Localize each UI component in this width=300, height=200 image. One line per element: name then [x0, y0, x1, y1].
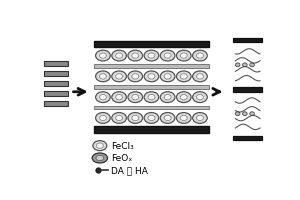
Ellipse shape: [180, 115, 187, 121]
Ellipse shape: [164, 53, 171, 58]
FancyBboxPatch shape: [44, 71, 68, 76]
Ellipse shape: [132, 53, 139, 58]
Ellipse shape: [164, 115, 171, 121]
FancyBboxPatch shape: [233, 87, 262, 92]
Ellipse shape: [176, 71, 191, 82]
Ellipse shape: [96, 113, 110, 123]
Ellipse shape: [112, 50, 126, 61]
FancyBboxPatch shape: [44, 101, 68, 106]
Ellipse shape: [148, 115, 155, 121]
Ellipse shape: [160, 71, 175, 82]
Ellipse shape: [100, 74, 106, 79]
Ellipse shape: [116, 115, 123, 121]
Ellipse shape: [180, 94, 187, 100]
Ellipse shape: [112, 71, 126, 82]
Ellipse shape: [180, 74, 187, 79]
Ellipse shape: [243, 112, 247, 116]
Ellipse shape: [112, 92, 126, 103]
Ellipse shape: [236, 112, 240, 116]
FancyBboxPatch shape: [94, 106, 209, 109]
Ellipse shape: [176, 92, 191, 103]
Ellipse shape: [96, 143, 103, 148]
Ellipse shape: [96, 71, 110, 82]
Ellipse shape: [132, 94, 139, 100]
Text: FeOₓ: FeOₓ: [111, 154, 132, 163]
Text: DA 或 HA: DA 或 HA: [111, 167, 148, 176]
FancyBboxPatch shape: [94, 64, 209, 68]
Ellipse shape: [160, 50, 175, 61]
Ellipse shape: [116, 53, 123, 58]
Ellipse shape: [100, 53, 106, 58]
Ellipse shape: [193, 71, 207, 82]
Ellipse shape: [176, 113, 191, 123]
FancyBboxPatch shape: [94, 41, 209, 47]
Ellipse shape: [164, 94, 171, 100]
Ellipse shape: [144, 113, 159, 123]
Ellipse shape: [196, 94, 203, 100]
Ellipse shape: [148, 53, 155, 58]
Ellipse shape: [160, 92, 175, 103]
Ellipse shape: [132, 74, 139, 79]
Ellipse shape: [243, 63, 247, 67]
Ellipse shape: [196, 74, 203, 79]
Ellipse shape: [193, 92, 207, 103]
Ellipse shape: [93, 141, 107, 151]
Ellipse shape: [116, 74, 123, 79]
Ellipse shape: [116, 94, 123, 100]
Ellipse shape: [160, 113, 175, 123]
FancyBboxPatch shape: [44, 81, 68, 86]
Ellipse shape: [144, 92, 159, 103]
Ellipse shape: [100, 115, 106, 121]
Ellipse shape: [96, 50, 110, 61]
FancyBboxPatch shape: [94, 85, 209, 89]
FancyBboxPatch shape: [44, 61, 68, 66]
Ellipse shape: [96, 92, 110, 103]
Ellipse shape: [250, 112, 254, 116]
Ellipse shape: [128, 113, 142, 123]
Ellipse shape: [100, 94, 106, 100]
Ellipse shape: [196, 53, 203, 58]
Ellipse shape: [164, 74, 171, 79]
Ellipse shape: [193, 113, 207, 123]
Ellipse shape: [92, 153, 108, 163]
Ellipse shape: [112, 113, 126, 123]
Ellipse shape: [96, 155, 104, 161]
FancyBboxPatch shape: [233, 136, 262, 140]
Ellipse shape: [144, 71, 159, 82]
Ellipse shape: [180, 53, 187, 58]
Ellipse shape: [148, 94, 155, 100]
Ellipse shape: [128, 71, 142, 82]
Ellipse shape: [144, 50, 159, 61]
FancyBboxPatch shape: [44, 91, 68, 96]
FancyBboxPatch shape: [233, 38, 262, 42]
Ellipse shape: [148, 74, 155, 79]
Ellipse shape: [250, 63, 254, 67]
Ellipse shape: [128, 92, 142, 103]
FancyBboxPatch shape: [94, 126, 209, 133]
Ellipse shape: [196, 115, 203, 121]
Ellipse shape: [236, 63, 240, 67]
Ellipse shape: [132, 115, 139, 121]
Ellipse shape: [128, 50, 142, 61]
Text: FeCl₃: FeCl₃: [111, 142, 134, 151]
Ellipse shape: [176, 50, 191, 61]
Ellipse shape: [193, 50, 207, 61]
